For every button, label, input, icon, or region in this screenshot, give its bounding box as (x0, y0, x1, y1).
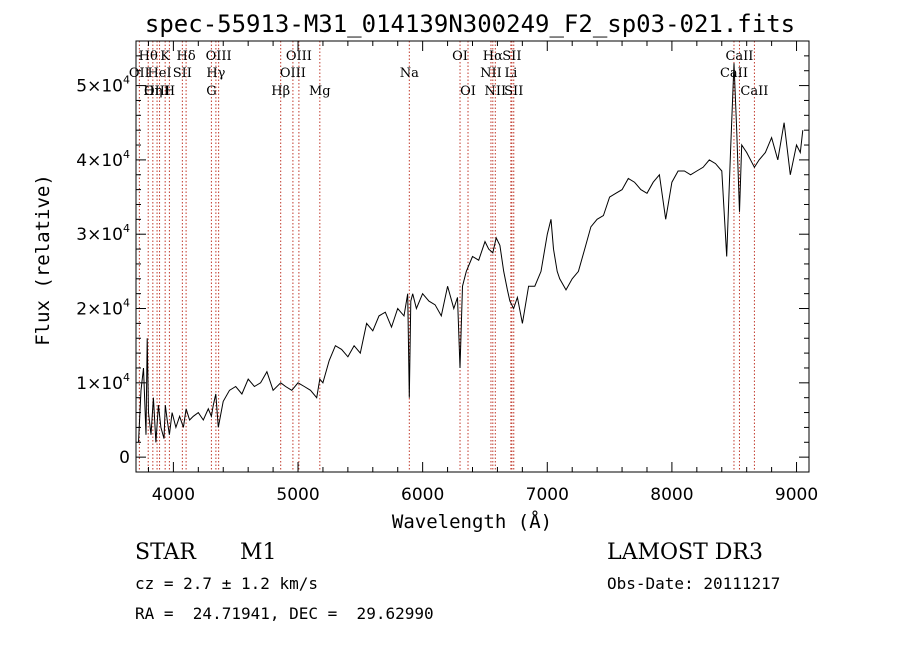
y-tick-mantissa: 5×10 (76, 77, 123, 97)
y-tick-mantissa: 1×10 (76, 374, 123, 394)
spectral-line-label: OI (452, 49, 468, 64)
spectral-line-label: Na (400, 66, 419, 81)
x-tick-label: 6000 (401, 485, 444, 505)
y-tick-exponent: 4 (123, 371, 130, 384)
x-tick-label: 7000 (526, 485, 569, 505)
x-tick-label: 4000 (152, 485, 195, 505)
spectrum-line (138, 63, 804, 443)
spectral-line-label: SII (173, 66, 192, 81)
spectral-line-label: Hη (143, 84, 162, 99)
x-axis-ticks: 4000 5000 6000 7000 8000 9000 (147, 41, 818, 505)
object-class: STAR (135, 540, 196, 565)
spectral-line-label: Hγ (206, 66, 225, 81)
spectral-line-label: HeI (147, 66, 171, 81)
spectral-line-label: OII (129, 66, 150, 81)
y-tick-label: 0 (119, 448, 130, 468)
y-tick-mantissa: 0 (119, 448, 130, 468)
y-tick-exponent: 4 (123, 148, 130, 161)
redshift-cz: cz = 2.7 ± 1.2 km/s (135, 574, 319, 593)
survey-name: LAMOST DR3 (607, 540, 763, 565)
spectral-line-label: OI (460, 84, 476, 99)
object-subclass: M1 (240, 540, 277, 565)
x-tick-label: 5000 (276, 485, 319, 505)
spectral-line-label: NII (480, 66, 502, 81)
x-axis-label: Wavelength (Å) (392, 510, 552, 533)
spectral-line-label: CaII (725, 49, 753, 64)
y-tick-label: 5×104 (76, 74, 130, 97)
y-tick-mantissa: 4×10 (76, 151, 123, 171)
spectral-line-label: K (160, 49, 170, 64)
spectral-line-label: SII (504, 84, 523, 99)
spectral-line-markers (138, 41, 755, 472)
spectral-line-label: H (164, 84, 175, 99)
spectral-line-label: OIII (144, 84, 170, 99)
y-tick-label: 2×104 (76, 297, 130, 320)
y-axis-label: Flux (relative) (32, 174, 54, 346)
y-tick-label: 1×104 (76, 371, 130, 394)
spectral-line-label: SII (502, 49, 521, 64)
y-tick-exponent: 4 (123, 222, 130, 235)
spectral-line-label: Hβ (271, 84, 290, 99)
x-tick-label: 9000 (775, 485, 818, 505)
y-tick-exponent: 4 (123, 74, 130, 87)
spectral-line-label: G (206, 84, 216, 99)
y-tick-exponent: 4 (123, 297, 130, 310)
spectral-line-label: Mg (309, 84, 331, 99)
y-tick-mantissa: 2×10 (76, 300, 123, 320)
spectral-line-label: NII (484, 84, 506, 99)
x-tick-label: 8000 (650, 485, 693, 505)
observation-date: Obs-Date: 20111217 (607, 574, 781, 593)
spectral-line-label: Hδ (177, 49, 196, 64)
spectral-line-label: CaII (740, 84, 768, 99)
y-tick-label: 4×104 (76, 148, 130, 171)
spectral-line-label: Li (504, 66, 517, 81)
spectral-line-label: OIII (280, 66, 306, 81)
spectral-line-label: OIII (206, 49, 232, 64)
ra-dec-coordinates: RA = 24.71941, DEC = 29.62990 (135, 604, 434, 623)
y-tick-label: 3×104 (76, 222, 130, 245)
spectral-line-label: Hθ (139, 49, 158, 64)
spectral-line-label: Hα (483, 49, 503, 64)
y-tick-mantissa: 3×10 (76, 225, 123, 245)
chart-title: spec-55913-M31_014139N300249_F2_sp03-021… (145, 10, 795, 38)
spectral-line-label: OIII (286, 49, 312, 64)
